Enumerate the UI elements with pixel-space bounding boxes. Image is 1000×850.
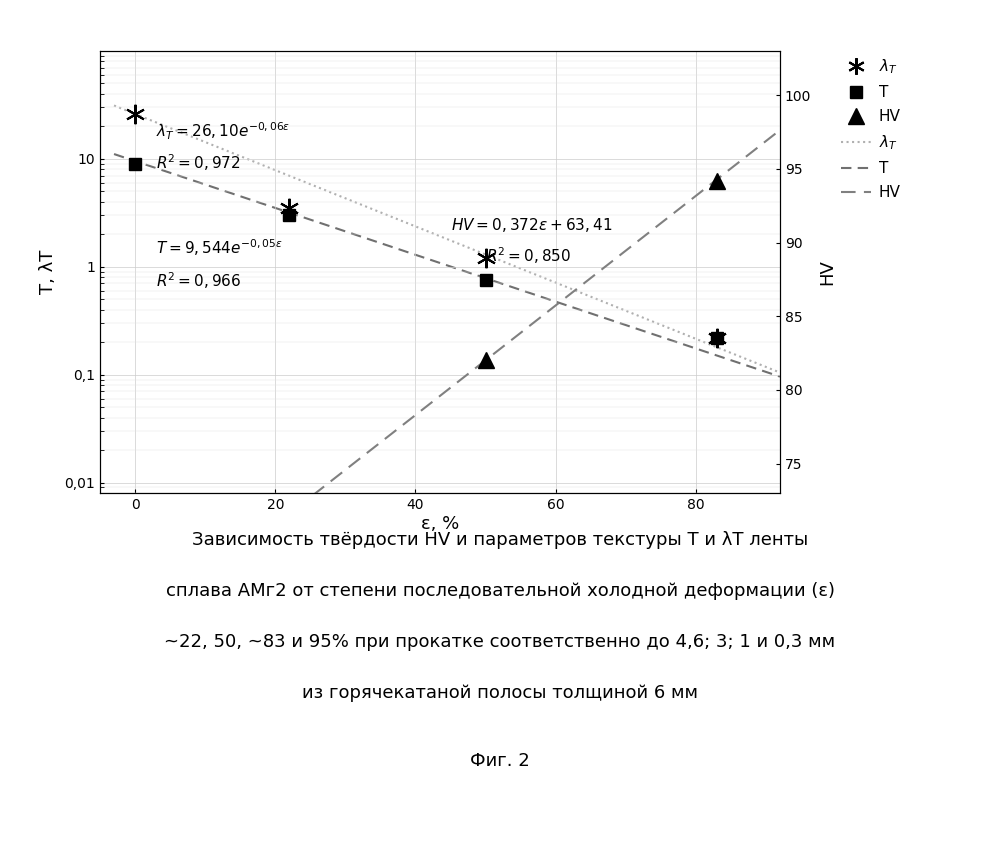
Text: Фиг. 2: Фиг. 2 xyxy=(470,751,530,770)
Text: ~22, 50, ~83 и 95% при прокатке соответственно до 4,6; 3; 1 и 0,3 мм: ~22, 50, ~83 и 95% при прокатке соответс… xyxy=(164,632,836,651)
Text: из горячекатаной полосы толщиной 6 мм: из горячекатаной полосы толщиной 6 мм xyxy=(302,683,698,702)
Text: $R^2 = 0,966$: $R^2 = 0,966$ xyxy=(156,270,241,291)
Text: $\lambda_T = 26,10e^{-0,06\varepsilon}$: $\lambda_T = 26,10e^{-0,06\varepsilon}$ xyxy=(156,120,290,142)
Legend: $\lambda_T$, T, HV, $\lambda_T$, T, HV: $\lambda_T$, T, HV, $\lambda_T$, T, HV xyxy=(834,51,907,207)
Text: $R^2 = 0,850$: $R^2 = 0,850$ xyxy=(486,246,571,266)
Text: $R^2 = 0,972$: $R^2 = 0,972$ xyxy=(156,153,241,173)
X-axis label: ε, %: ε, % xyxy=(421,514,459,533)
Text: $HV = 0,372\varepsilon + 63,41$: $HV = 0,372\varepsilon + 63,41$ xyxy=(451,216,612,234)
Text: Зависимость твёрдости HV и параметров текстуры T и λT ленты: Зависимость твёрдости HV и параметров те… xyxy=(192,530,808,549)
Text: $T = 9,544e^{-0,05\varepsilon}$: $T = 9,544e^{-0,05\varepsilon}$ xyxy=(156,238,283,258)
Text: сплава АМг2 от степени последовательной холодной деформации (ε): сплава АМг2 от степени последовательной … xyxy=(166,581,834,600)
Y-axis label: HV: HV xyxy=(818,259,836,285)
Y-axis label: T, λT: T, λT xyxy=(39,250,57,294)
